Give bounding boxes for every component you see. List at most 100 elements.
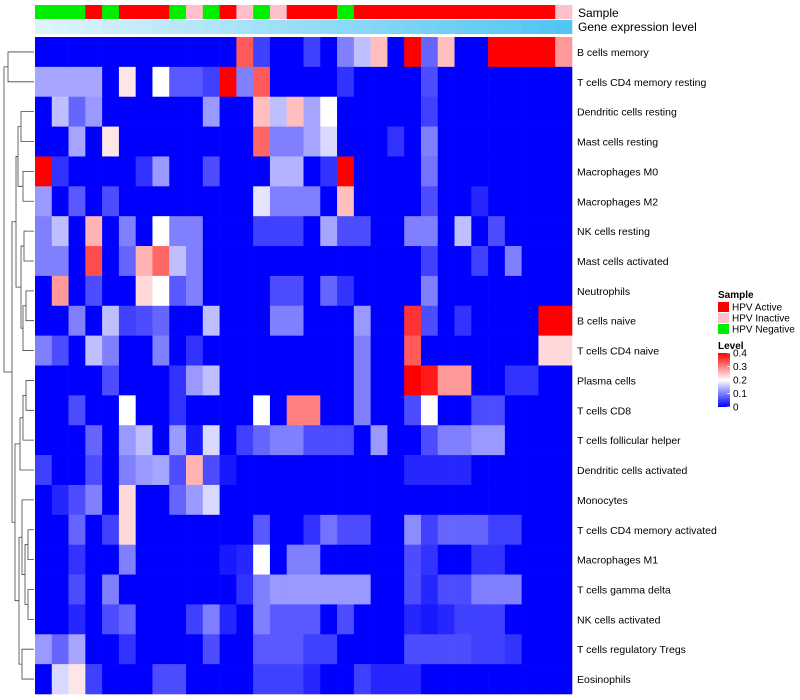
expression-annotation-cell <box>135 20 153 34</box>
heatmap-cell <box>437 275 455 307</box>
heatmap-cell <box>387 335 405 366</box>
heatmap-cell <box>353 37 371 68</box>
heatmap-cell <box>135 305 153 336</box>
heatmap-cell <box>454 574 472 605</box>
heatmap-cell <box>118 664 136 695</box>
heatmap-cell <box>521 634 539 665</box>
heatmap-cell <box>454 66 472 98</box>
heatmap-cell <box>102 455 120 486</box>
heatmap-cell <box>186 126 204 157</box>
heatmap-cell <box>286 186 304 217</box>
expression-annotation-cell <box>353 20 371 34</box>
heatmap-cell <box>169 156 187 187</box>
heatmap-cell <box>253 574 271 605</box>
heatmap-cell <box>370 126 388 157</box>
heatmap-cell <box>118 37 136 68</box>
heatmap-cell <box>85 664 103 695</box>
expression-annotation-cell <box>488 20 506 34</box>
heatmap-cell <box>286 484 304 516</box>
heatmap-cell <box>538 365 556 396</box>
heatmap-cell <box>320 156 338 187</box>
expression-annotation-cell <box>236 20 254 34</box>
heatmap-cell <box>219 634 237 665</box>
heatmap-cell <box>538 66 556 98</box>
heatmap-cell <box>471 484 489 516</box>
heatmap-cell <box>253 37 271 68</box>
heatmap-cell <box>303 96 321 127</box>
heatmap-cell <box>236 425 254 456</box>
heatmap-cell <box>152 66 170 98</box>
heatmap-cell <box>387 37 405 68</box>
heatmap-cell <box>202 96 220 127</box>
heatmap-cell <box>521 37 539 68</box>
heatmap-cell <box>420 634 439 665</box>
heatmap-cell <box>35 216 53 247</box>
dendrogram-branch <box>21 648 34 680</box>
heatmap-cell <box>51 186 69 217</box>
heatmap-cell <box>488 365 506 396</box>
heatmap-cell <box>521 66 539 98</box>
heatmap-cell <box>353 156 371 187</box>
heatmap-cell <box>337 544 355 575</box>
heatmap-cell <box>320 246 338 277</box>
heatmap-cell <box>454 634 472 665</box>
heatmap-cell <box>488 544 506 575</box>
heatmap-cell <box>152 275 170 307</box>
heatmap-cell <box>35 246 53 277</box>
heatmap-cell <box>186 305 204 336</box>
heatmap-cell <box>219 37 237 68</box>
heatmap-cell <box>135 484 153 516</box>
heatmap-cell <box>35 305 53 336</box>
heatmap-cell <box>219 664 237 695</box>
heatmap-cell <box>454 425 472 456</box>
heatmap-cell <box>202 425 220 456</box>
heatmap-cell <box>152 514 170 545</box>
heatmap-cell <box>253 305 271 336</box>
heatmap-cell <box>521 455 539 486</box>
heatmap-cell <box>35 634 53 665</box>
heatmap-cell <box>353 514 371 545</box>
heatmap-cell <box>286 216 304 247</box>
heatmap-cell <box>303 186 321 217</box>
heatmap-cell <box>303 305 321 336</box>
heatmap-cell <box>118 216 136 247</box>
heatmap-cell <box>303 484 321 516</box>
heatmap-cell <box>420 574 439 605</box>
heatmap-cell <box>337 66 355 98</box>
heatmap-cell <box>186 455 204 486</box>
heatmap-cell <box>521 514 539 545</box>
sample-annotation-cell <box>152 5 170 19</box>
heatmap-cell <box>219 216 237 247</box>
sample-annotation-cell <box>219 5 237 19</box>
heatmap-cell <box>337 604 355 635</box>
dendrogram-branch <box>15 156 21 288</box>
heatmap-cell <box>404 96 422 127</box>
heatmap-cell <box>337 634 355 665</box>
heatmap-cell <box>169 455 187 486</box>
heatmap-cell <box>85 37 103 68</box>
heatmap-cell <box>555 634 573 665</box>
heatmap-cell <box>504 216 522 247</box>
legend-tick-label: 0 <box>733 403 739 414</box>
heatmap-cell <box>538 574 556 605</box>
heatmap-cell <box>488 484 506 516</box>
expression-annotation-cell <box>35 20 53 34</box>
heatmap-cell <box>488 275 506 307</box>
row-label: B cells naive <box>577 316 636 328</box>
heatmap-cell <box>370 544 388 575</box>
row-label: T cells CD8 <box>577 405 631 417</box>
heatmap-cell <box>454 186 472 217</box>
heatmap-cell <box>538 335 556 366</box>
heatmap-cell <box>555 484 573 516</box>
heatmap-cell <box>253 544 271 575</box>
heatmap-cell <box>370 395 388 426</box>
heatmap-cell <box>118 335 136 366</box>
heatmap-cell <box>538 604 556 635</box>
heatmap-cell <box>202 126 220 157</box>
heatmap-cell <box>538 126 556 157</box>
heatmap-cell <box>404 664 422 695</box>
sample-annotation-cell <box>471 5 489 19</box>
heatmap-cell <box>135 275 153 307</box>
heatmap-cell <box>404 395 422 426</box>
heatmap-cell <box>387 305 405 336</box>
